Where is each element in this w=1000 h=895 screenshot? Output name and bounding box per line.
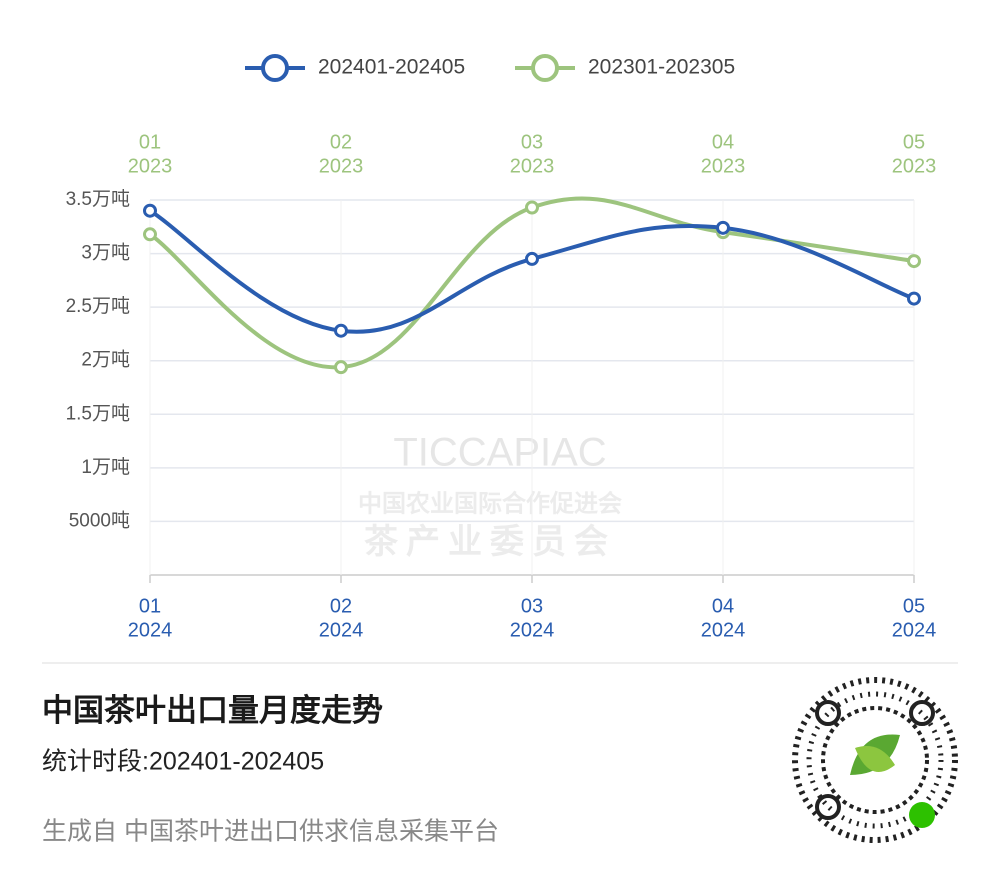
y-tick-label: 1万吨 [81, 456, 130, 478]
point [907, 291, 921, 306]
legend-marker [261, 54, 289, 82]
subtitle: 统计时段:202401-202405 [42, 748, 324, 776]
legend-marker [531, 54, 559, 82]
x2-tick-year: 2023 [128, 155, 173, 177]
x-tick-label: 01 [139, 595, 161, 617]
x2-tick-label: 02 [330, 131, 352, 153]
point [334, 360, 348, 375]
point [143, 227, 157, 242]
point [525, 200, 539, 215]
x2-tick-label: 03 [521, 131, 543, 153]
x-tick-year: 2024 [510, 619, 555, 641]
x-tick-year: 2024 [701, 619, 746, 641]
x2-tick-year: 2023 [319, 155, 364, 177]
x-tick-label: 04 [712, 595, 734, 617]
x2-tick-year: 2023 [892, 155, 937, 177]
y-tick-label: 2.5万吨 [66, 295, 130, 317]
x-tick-label: 03 [521, 595, 543, 617]
point [716, 220, 730, 235]
y-tick-label: 3.5万吨 [66, 188, 130, 210]
y-tick-label: 3万吨 [81, 242, 130, 264]
point [907, 254, 921, 269]
point [525, 251, 539, 266]
x-tick-label: 02 [330, 595, 352, 617]
y-tick-label: 5000吨 [69, 509, 130, 531]
footer: 生成自 中国茶叶进出口供求信息采集平台 [42, 818, 499, 846]
title: 中国茶叶出口量月度走势 [42, 693, 383, 728]
legend-label: 202301-202305 [588, 56, 735, 79]
x-tick-year: 2024 [128, 619, 173, 641]
watermark: 茶产业委员会 [364, 523, 616, 561]
watermark: 中国农业国际合作促进会 [358, 489, 622, 517]
x2-tick-label: 05 [903, 131, 925, 153]
x2-tick-label: 04 [712, 131, 734, 153]
x2-tick-year: 2023 [510, 155, 555, 177]
point [334, 323, 348, 338]
x2-tick-year: 2023 [701, 155, 746, 177]
legend-label: 202401-202405 [318, 56, 465, 79]
y-tick-label: 1.5万吨 [66, 402, 130, 424]
y-tick-label: 2万吨 [81, 349, 130, 371]
x-tick-year: 2024 [892, 619, 937, 641]
qr-code [792, 677, 958, 843]
x-tick-year: 2024 [319, 619, 364, 641]
x2-tick-label: 01 [139, 131, 161, 153]
point [143, 203, 157, 218]
x-tick-label: 05 [903, 595, 925, 617]
